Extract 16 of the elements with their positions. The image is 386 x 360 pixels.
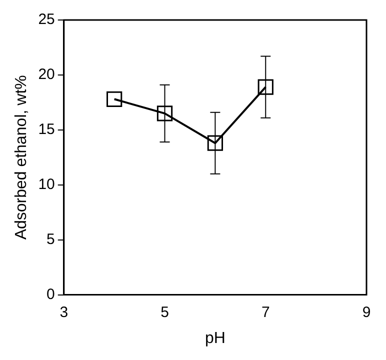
x-axis-title: pH (204, 330, 226, 347)
x-tick-label: 5 (160, 304, 169, 321)
x-tick-label: 9 (362, 304, 371, 321)
point (156, 106, 173, 122)
point (258, 79, 274, 95)
x-tick-label: 7 (261, 304, 270, 321)
y-tick-label: 25 (38, 11, 55, 28)
y-axis-title: Adsorbed ethanol, wt% (13, 75, 30, 240)
y-tick-label: 0 (46, 286, 55, 303)
point (106, 91, 122, 107)
y-tick-label: 15 (38, 121, 55, 138)
y-tick-label: 5 (46, 230, 55, 248)
point (207, 135, 224, 151)
y-tick-label: 20 (38, 66, 55, 84)
y-tick-label: 10 (38, 176, 55, 194)
x-tick-label: 3 (60, 304, 68, 321)
